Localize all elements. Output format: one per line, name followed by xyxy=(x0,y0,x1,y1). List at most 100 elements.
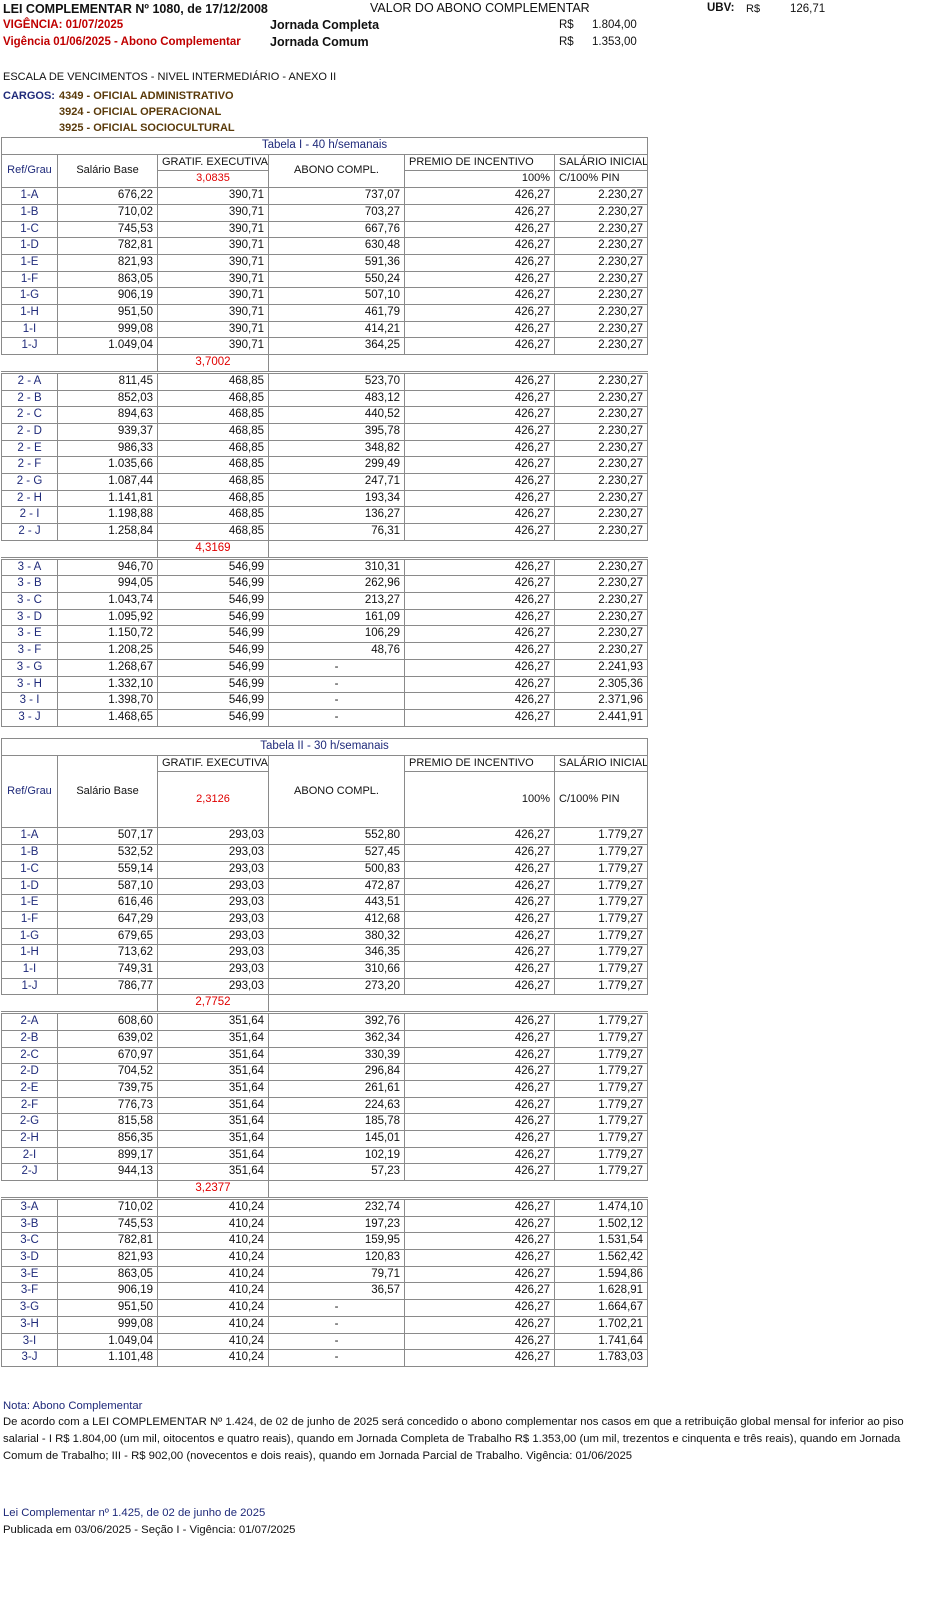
ref-grau: 3-F xyxy=(1,1282,58,1301)
table-row: 1-F 647,29 293,03 412,68 426,27 1.779,27 xyxy=(1,910,649,929)
abono-compl: 703,27 xyxy=(268,203,405,222)
premio-incentivo: 426,27 xyxy=(404,1215,555,1234)
ref-grau: 3-J xyxy=(1,1349,58,1367)
empty-cell xyxy=(57,1180,158,1200)
abono-compl: 310,31 xyxy=(268,557,405,577)
gratif-executiva: 410,24 xyxy=(157,1332,269,1351)
salario-inicial: 1.779,27 xyxy=(553,1012,649,1031)
ref-grau: 3 - D xyxy=(1,608,58,627)
premio-incentivo: 426,27 xyxy=(404,406,555,424)
premio-incentivo: 426,27 xyxy=(404,1012,555,1031)
gratif-executiva: 390,71 xyxy=(157,320,269,339)
premio-incentivo: 426,27 xyxy=(404,439,555,458)
gratif-executiva: 351,64 xyxy=(157,1079,269,1098)
header-row: Ref/Grau Salário Base GRATIF. EXECUTIVA ABO… xyxy=(1,153,649,189)
abono-compl: 472,87 xyxy=(268,877,405,896)
salario-base: 676,22 xyxy=(57,187,158,205)
salario-base: 1.198,88 xyxy=(57,506,158,525)
table-row: 3-G 951,50 410,24-426,27 1.664,67 xyxy=(1,1299,649,1317)
gratif-executiva: 546,99 xyxy=(157,575,269,593)
salario-base: 786,77 xyxy=(57,977,158,996)
gratif-coefficient: 4,3169 xyxy=(157,539,269,560)
ref-grau: 2-A xyxy=(1,1012,58,1031)
gratif-executiva: 390,71 xyxy=(157,287,269,306)
salario-base: 863,05 xyxy=(57,270,158,289)
table-title: Tabela II - 30 h/semanais xyxy=(0,738,649,756)
premio-incentivo: 426,27 xyxy=(404,523,555,541)
table-row: 1-I 749,31 293,03 310,66 426,27 1.779,27 xyxy=(1,961,649,979)
gratif-executiva: 546,99 xyxy=(157,591,269,610)
abono-compl: 550,24 xyxy=(268,270,405,289)
ref-grau: 3 - H xyxy=(1,675,58,694)
gratif-executiva: 546,99 xyxy=(157,608,269,627)
table-row: 1-D 587,10 293,03 472,87 426,27 1.779,27 xyxy=(1,877,649,896)
premio-incentivo: 426,27 xyxy=(404,1265,555,1284)
col-header-salario-base: Salário Base xyxy=(57,153,158,189)
table-row: 1-I 999,08 390,71 414,21 426,27 2.230,27 xyxy=(1,320,649,339)
abono-compl: 102,19 xyxy=(268,1146,405,1165)
gratif-executiva: 410,24 xyxy=(157,1215,269,1234)
ref-grau: 1-C xyxy=(1,220,58,239)
table-row: 3-A 710,02 410,24 232,74 426,27 1.474,10 xyxy=(1,1197,649,1217)
table-row: 3-F 906,19 410,24 36,57 426,27 1.628,91 xyxy=(1,1282,649,1301)
cargo-item: 3924 - OFICIAL OPERACIONAL xyxy=(59,106,222,118)
ref-grau: 3-G xyxy=(1,1299,58,1317)
table-row: 2-F 776,73 351,64 224,63 426,27 1.779,27 xyxy=(1,1096,649,1115)
cargo-item: 4349 - OFICIAL ADMINISTRATIVO xyxy=(59,90,234,102)
ubv-label: UBV: xyxy=(707,2,735,14)
ref-grau: 1-H xyxy=(1,304,58,322)
salario-base: 999,08 xyxy=(57,320,158,339)
cargo-item: 3925 - OFICIAL SOCIOCULTURAL xyxy=(59,122,235,134)
table-row: 2-E 739,75 351,64 261,61 426,27 1.779,27 xyxy=(1,1079,649,1098)
abono-compl: 348,82 xyxy=(268,439,405,458)
salario-base: 863,05 xyxy=(57,1265,158,1284)
abono-compl: 737,07 xyxy=(268,187,405,205)
salario-base: 559,14 xyxy=(57,860,158,879)
table-row: 2 - F 1.035,66 468,85 299,49 426,27 2.230,27 xyxy=(1,456,649,475)
table-row: 2 - C 894,63 468,85 440,52 426,27 2.230,27 xyxy=(1,406,649,424)
gratif-executiva: 351,64 xyxy=(157,1163,269,1182)
gratif-executiva: 468,85 xyxy=(157,456,269,475)
abono-compl: - xyxy=(268,1332,405,1351)
ref-grau: 1-H xyxy=(1,944,58,963)
salario-inicial: 2.230,27 xyxy=(553,575,649,593)
ubv-value: 126,71 xyxy=(790,3,826,15)
salario-base: 1.208,25 xyxy=(57,642,158,660)
gratif-executiva: 390,71 xyxy=(157,237,269,255)
premio-incentivo: 426,27 xyxy=(404,658,555,677)
vigencia-abono: Vigência 01/06/2025 - Abono Complementar xyxy=(3,36,241,48)
abono-compl: 106,29 xyxy=(268,625,405,644)
abono-compl: 79,71 xyxy=(268,1265,405,1284)
gratif-executiva: 546,99 xyxy=(157,708,269,727)
gratif-executiva: 351,64 xyxy=(157,1096,269,1115)
salario-inicial: 2.230,27 xyxy=(553,523,649,541)
ref-grau: 2 - B xyxy=(1,389,58,408)
abono-compl: 273,20 xyxy=(268,977,405,996)
premio-incentivo: 426,27 xyxy=(404,877,555,896)
salario-base: 745,53 xyxy=(57,1215,158,1234)
abono-compl: 443,51 xyxy=(268,894,405,912)
salario-base: 906,19 xyxy=(57,1282,158,1301)
salario-inicial: 2.371,96 xyxy=(553,692,649,710)
salario-base: 821,93 xyxy=(57,1248,158,1267)
salario-inicial: 2.230,27 xyxy=(553,422,649,441)
abono-compl: - xyxy=(268,658,405,677)
ref-grau: 2 - H xyxy=(1,489,58,508)
gratif-executiva: 546,99 xyxy=(157,642,269,660)
ref-grau: 3-B xyxy=(1,1215,58,1234)
salario-base: 532,52 xyxy=(57,844,158,862)
table-row: 2 - H 1.141,81 468,85 193,34 426,27 2.230,27 xyxy=(1,489,649,508)
salario-inicial: 2.230,27 xyxy=(553,406,649,424)
table-row: 3 - G 1.268,67 546,99-426,27 2.241,93 xyxy=(1,658,649,677)
table-row: 1-E 616,46 293,03 443,51 426,27 1.779,27 xyxy=(1,894,649,912)
salario-inicial: 2.230,27 xyxy=(553,591,649,610)
table-row: 1-H 713,62 293,03 346,35 426,27 1.779,27 xyxy=(1,944,649,963)
empty-cell xyxy=(268,994,405,1015)
salario-inicial: 2.230,27 xyxy=(553,389,649,408)
empty-cell xyxy=(404,994,555,1015)
salario-base: 739,75 xyxy=(57,1079,158,1098)
ref-grau: 3-C xyxy=(1,1232,58,1250)
salario-base: 856,35 xyxy=(57,1130,158,1148)
salario-base: 639,02 xyxy=(57,1029,158,1048)
